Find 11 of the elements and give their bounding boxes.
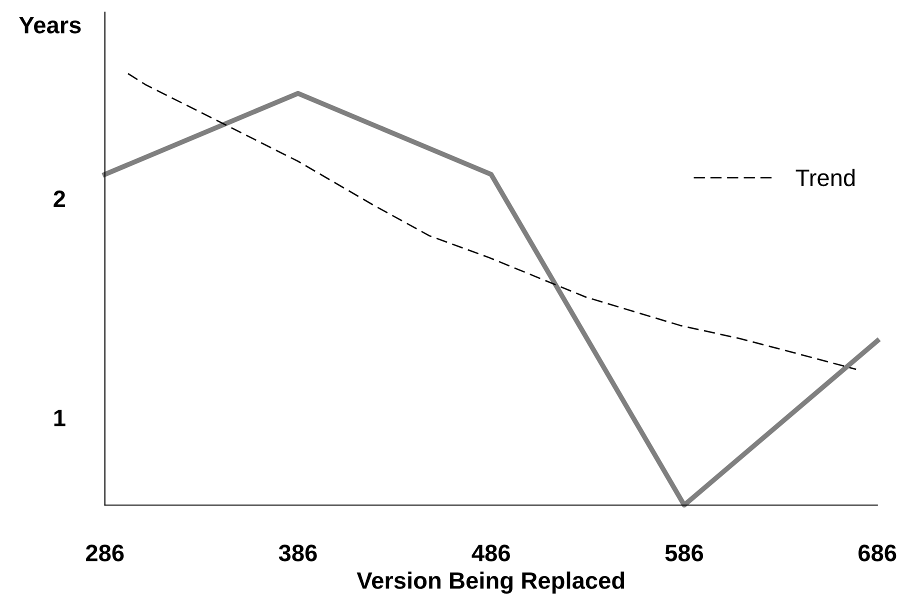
x-tick-label: 286 — [86, 544, 124, 562]
x-tick-label: 586 — [665, 544, 704, 562]
x-tick-label: 686 — [858, 544, 896, 562]
y-axis-title: Years — [19, 16, 81, 34]
legend-label: Trend — [796, 168, 855, 186]
x-tick-label: 386 — [278, 544, 317, 562]
x-axis-title: Version Being Replaced — [356, 572, 624, 594]
x-tick-label: 486 — [472, 544, 510, 562]
y-tick-label: 2 — [54, 190, 66, 208]
line-series — [127, 72, 857, 370]
y-tick-label: 1 — [54, 410, 66, 426]
